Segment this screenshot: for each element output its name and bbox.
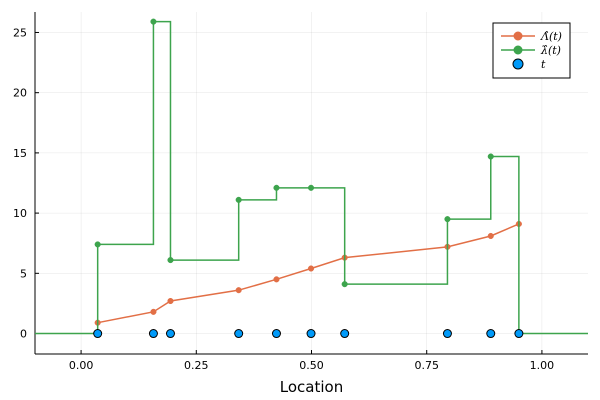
point-intensity [273,184,280,191]
point-event-time [442,329,452,339]
legend-swatch-marker [513,31,523,41]
point-cumulative [273,276,280,283]
y-tick-label: 10 [13,207,27,220]
point-event-time [306,329,316,339]
point-event-time [271,329,281,339]
point-intensity [487,153,494,160]
point-event-time [514,329,524,339]
x-tick-label: 0.00 [69,359,94,372]
y-tick-label: 20 [13,87,27,100]
point-event-time [148,329,158,339]
x-tick-label: 0.25 [184,359,209,372]
point-intensity [150,18,157,25]
point-cumulative [150,308,157,315]
point-intensity [94,241,101,248]
legend-swatch-marker [513,45,523,55]
point-cumulative [307,265,315,272]
legend-label: Λ̂(t) [540,30,562,43]
x-tick-label: 0.50 [299,359,324,372]
legend-label: λ̂(t) [540,44,561,57]
y-tick-label: 0 [20,328,27,341]
point-cumulative [235,287,242,294]
point-event-time [340,329,350,339]
point-event-time [93,329,103,339]
point-event-time [165,329,175,339]
legend-label: t [541,58,546,71]
point-event-time [234,329,244,339]
point-cumulative [487,232,494,240]
x-tick-label: 1.00 [530,359,555,372]
axes [34,12,588,355]
point-event-time [486,329,496,339]
point-intensity [444,216,451,223]
x-axis-title: Location [280,378,343,396]
point-cumulative [167,297,174,305]
legend-swatch-marker [512,58,524,70]
y-tick-label: 15 [13,147,27,160]
series-line-cumulative [97,223,520,324]
y-tick-label: 5 [20,267,27,280]
y-tick-label: 25 [13,26,27,39]
point-intensity [341,281,348,288]
point-intensity [167,257,174,264]
point-intensity [235,196,242,203]
tick-labels: 0.00 0.25 0.50 0.75 1.00 0 5 10 15 20 25 [13,26,554,372]
point-intensity [307,184,315,191]
x-tick-label: 0.75 [414,359,439,372]
legend: Λ̂(t)λ̂(t)t [492,22,571,79]
series-layer [35,18,588,339]
